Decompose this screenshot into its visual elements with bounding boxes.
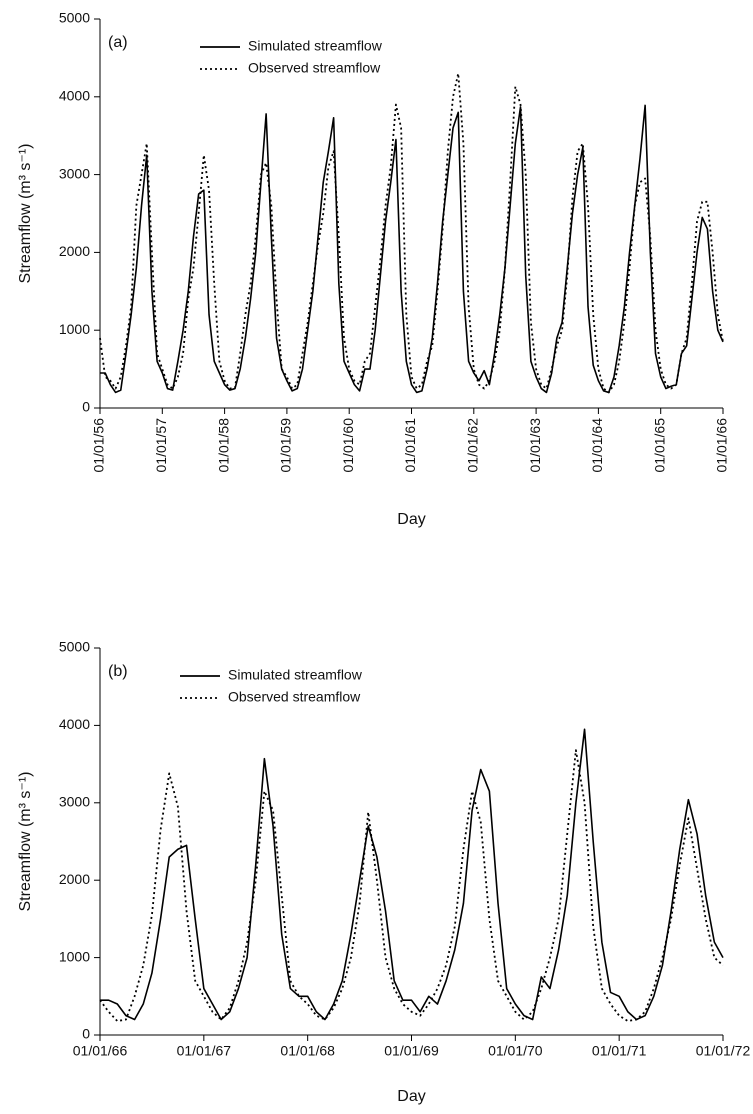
x-tick-label: 01/01/71: [592, 1043, 647, 1059]
x-tick-label: 01/01/67: [177, 1043, 232, 1059]
x-tick-label: 01/01/62: [465, 418, 481, 473]
series-line: [100, 104, 724, 394]
x-tick-label: 01/01/60: [340, 418, 356, 473]
series-line: [99, 749, 724, 1022]
x-tick-label: 01/01/69: [384, 1043, 439, 1059]
x-tick-label: 01/01/68: [280, 1043, 335, 1059]
y-tick-label: 3000: [59, 165, 90, 181]
x-tick-label: 01/01/64: [589, 418, 605, 473]
x-axis-title: Day: [397, 511, 425, 528]
x-tick-label: 01/01/63: [527, 418, 543, 473]
x-axis-title: Day: [397, 1088, 425, 1105]
y-tick-label: 2000: [59, 243, 90, 259]
x-tick-label: 01/01/56: [91, 418, 107, 473]
y-axis-title: Streamflow (m³ s⁻¹): [17, 772, 34, 912]
x-tick-label: 01/01/72: [696, 1043, 751, 1059]
y-tick-label: 1000: [59, 948, 90, 964]
legend-label: Simulated streamflow: [248, 38, 383, 54]
x-tick-label: 01/01/59: [278, 418, 294, 473]
x-tick-label: 01/01/61: [402, 418, 418, 473]
y-tick-label: 1000: [59, 321, 90, 337]
y-tick-label: 3000: [59, 794, 90, 810]
y-tick-label: 4000: [59, 88, 90, 104]
y-tick-label: 0: [82, 1026, 90, 1042]
y-axis-title: Streamflow (m³ s⁻¹): [17, 144, 34, 284]
y-tick-label: 4000: [59, 716, 90, 732]
x-tick-label: 01/01/66: [73, 1043, 128, 1059]
x-tick-label: 01/01/57: [153, 418, 169, 473]
legend-label: Simulated streamflow: [228, 667, 363, 683]
y-tick-label: 5000: [59, 10, 90, 26]
x-tick-label: 01/01/66: [714, 418, 730, 473]
panel-label: (b): [108, 663, 128, 680]
series-line: [100, 728, 724, 1021]
x-tick-label: 01/01/70: [488, 1043, 543, 1059]
legend-label: Observed streamflow: [248, 60, 381, 76]
y-tick-label: 2000: [59, 871, 90, 887]
y-tick-label: 0: [82, 399, 90, 415]
y-tick-label: 5000: [59, 639, 90, 655]
panel-label: (a): [108, 34, 128, 51]
x-tick-label: 01/01/65: [651, 418, 667, 473]
x-tick-label: 01/01/58: [215, 418, 231, 473]
legend-label: Observed streamflow: [228, 689, 361, 705]
